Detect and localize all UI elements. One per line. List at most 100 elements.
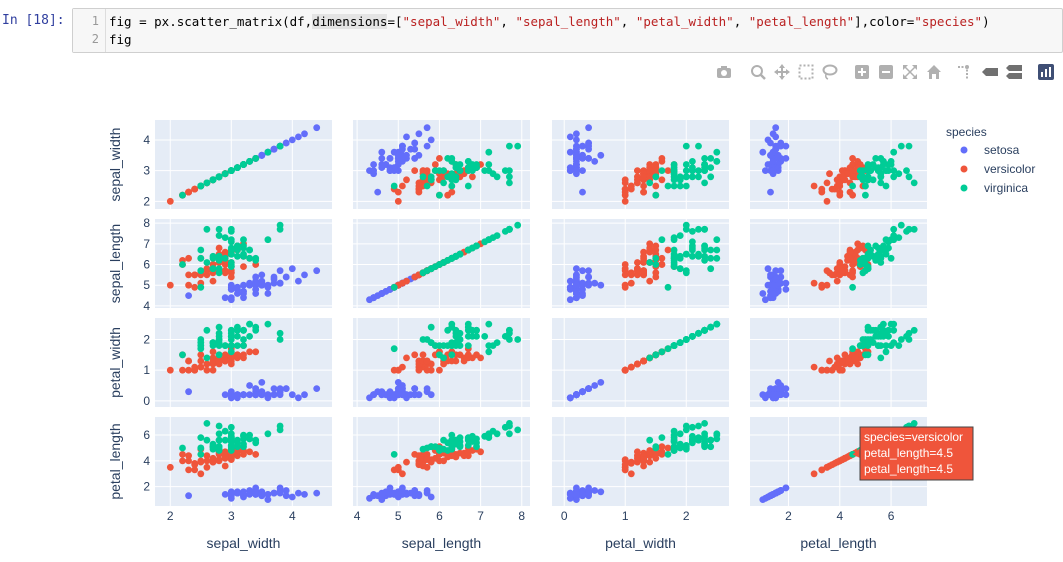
data-point-virginica [436, 342, 443, 349]
data-point-setosa [403, 277, 410, 285]
code-line[interactable]: fig [109, 32, 132, 47]
data-point-versicolor [621, 197, 629, 205]
data-point-virginica [701, 242, 708, 250]
data-point-versicolor [640, 357, 647, 365]
data-point-versicolor [640, 456, 647, 463]
data-point-setosa [585, 489, 592, 497]
data-point-setosa [566, 394, 574, 402]
data-point-virginica [859, 342, 867, 349]
data-point-setosa [772, 489, 780, 497]
data-point-versicolor [844, 252, 851, 260]
data-point-virginica [501, 333, 509, 340]
tooltip-line: species=versicolor [864, 430, 963, 444]
data-point-versicolor [652, 257, 660, 264]
hover-closest-icon[interactable] [982, 64, 998, 80]
reset-axes-icon[interactable] [926, 64, 942, 80]
data-point-versicolor [197, 182, 205, 190]
data-point-virginica [676, 173, 684, 181]
data-point-versicolor [846, 246, 854, 254]
data-point-virginica [234, 242, 241, 250]
data-point-virginica [246, 320, 254, 328]
data-point-versicolor [836, 188, 844, 196]
data-point-virginica [676, 430, 684, 438]
data-point-setosa [573, 294, 580, 302]
subplot-panel [353, 120, 530, 209]
data-point-versicolor [431, 342, 439, 349]
data-point-setosa [573, 391, 580, 399]
zoom-icon[interactable] [750, 64, 766, 80]
data-point-setosa [585, 489, 592, 497]
data-point-setosa [386, 491, 394, 498]
data-point-virginica [179, 444, 186, 452]
data-point-setosa [252, 277, 260, 285]
data-point-virginica [473, 164, 480, 172]
y-tick-label: 8 [143, 216, 150, 230]
data-point-versicolor [209, 265, 217, 273]
data-point-versicolor [640, 170, 647, 178]
data-point-setosa [240, 391, 247, 399]
data-point-virginica [493, 232, 501, 240]
data-point-versicolor [652, 445, 660, 453]
plotly-logo-icon[interactable] [1038, 64, 1054, 80]
data-point-setosa [234, 391, 241, 399]
spike-lines-icon[interactable] [956, 64, 972, 80]
data-point-versicolor [215, 357, 223, 365]
data-point-setosa [374, 188, 382, 196]
data-point-setosa [579, 388, 586, 396]
data-point-versicolor [846, 452, 854, 460]
data-point-versicolor [419, 176, 427, 184]
data-point-virginica [427, 443, 435, 451]
data-point-setosa [378, 489, 386, 497]
box-select-icon[interactable] [798, 64, 814, 80]
data-point-virginica [864, 443, 872, 451]
data-point-virginica [215, 445, 223, 453]
zoom-in-icon[interactable] [854, 64, 870, 80]
data-point-setosa [411, 139, 419, 147]
data-point-versicolor [849, 451, 856, 458]
data-point-versicolor [640, 357, 647, 365]
data-point-versicolor [621, 188, 629, 196]
data-point-setosa [399, 145, 406, 153]
data-point-virginica [869, 326, 877, 334]
autoscale-icon[interactable] [902, 64, 918, 80]
pan-icon[interactable] [774, 64, 790, 80]
zoom-out-icon[interactable] [878, 64, 894, 80]
data-point-versicolor [436, 366, 443, 374]
data-point-versicolor [851, 449, 859, 457]
data-point-setosa [411, 489, 419, 497]
data-point-virginica [882, 167, 890, 175]
data-point-versicolor [452, 252, 460, 260]
data-point-versicolor [652, 351, 660, 359]
data-point-setosa [769, 161, 777, 168]
data-point-versicolor [640, 271, 647, 279]
code-line[interactable]: fig = px.scatter_matrix(df,dimensions=["… [109, 14, 990, 29]
data-point-virginica [240, 161, 247, 168]
data-point-setosa [566, 286, 574, 293]
data-point-versicolor [191, 185, 199, 193]
data-point-virginica [456, 438, 464, 445]
data-point-versicolor [390, 466, 398, 474]
data-point-virginica [670, 164, 678, 172]
data-point-versicolor [836, 366, 844, 374]
data-point-virginica [419, 173, 427, 181]
data-point-virginica [877, 329, 885, 337]
camera-icon[interactable] [716, 64, 732, 80]
data-point-versicolor [621, 265, 629, 273]
hover-compare-icon[interactable] [1006, 64, 1022, 80]
data-point-virginica [856, 173, 864, 181]
data-point-setosa [227, 391, 235, 399]
data-point-virginica [485, 348, 493, 356]
data-point-virginica [905, 225, 913, 233]
lasso-icon[interactable] [822, 64, 838, 80]
data-point-versicolor [436, 443, 443, 451]
data-point-virginica [485, 320, 493, 328]
code-cell-editor[interactable]: 1 2 fig = px.scatter_matrix(df,dimension… [72, 8, 1063, 53]
data-point-virginica [209, 176, 217, 184]
data-point-setosa [252, 286, 260, 293]
data-point-virginica [689, 242, 696, 250]
data-point-setosa [769, 283, 777, 291]
data-point-setosa [366, 394, 373, 402]
data-point-virginica [473, 326, 480, 334]
data-point-versicolor [652, 451, 660, 458]
data-point-versicolor [415, 357, 423, 365]
